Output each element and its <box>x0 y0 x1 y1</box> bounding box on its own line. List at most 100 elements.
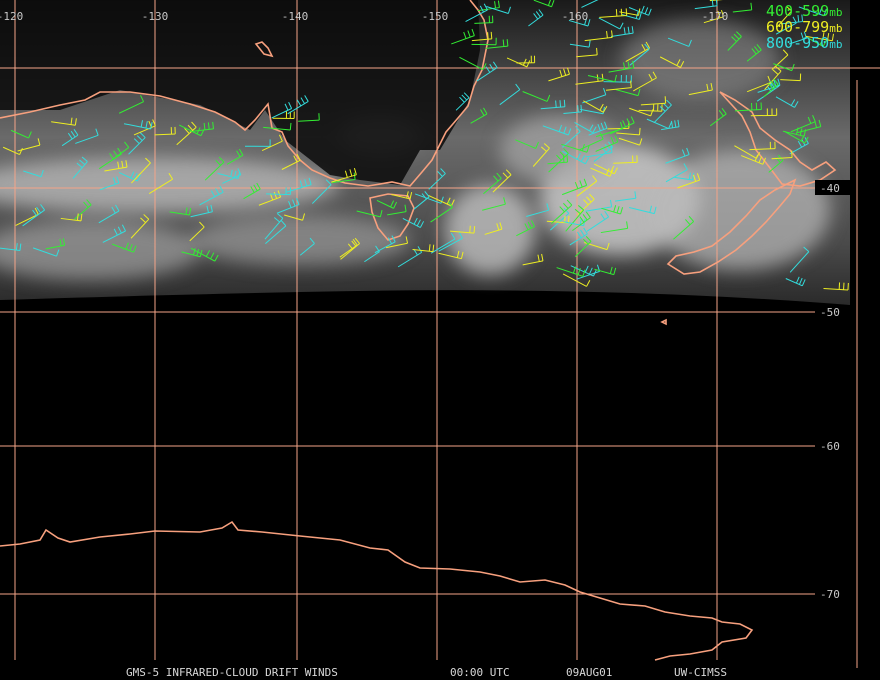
barb-tick <box>296 99 302 107</box>
barb-tick <box>133 245 137 253</box>
barb-tick <box>304 95 309 102</box>
barb-tick <box>203 122 206 130</box>
barb-tick <box>812 115 816 122</box>
barb-tick <box>577 267 581 275</box>
longitude-label: -120 <box>0 10 23 23</box>
barb-tick <box>79 159 86 165</box>
barb-tick <box>32 209 38 217</box>
wind-barb <box>263 126 291 131</box>
wind-barb <box>284 214 303 221</box>
barb-tick <box>583 199 589 206</box>
legend-unit: mb <box>829 6 842 19</box>
wind-barb <box>585 152 613 158</box>
wind-barb <box>775 22 797 35</box>
barb-tick <box>567 215 570 223</box>
barb-tick <box>59 238 62 246</box>
wind-barb <box>492 174 512 193</box>
barb-tick <box>751 48 757 55</box>
wind-barb <box>528 14 544 27</box>
barb-tick <box>502 39 505 47</box>
barb-tick <box>417 246 423 253</box>
barb-tick <box>205 250 211 257</box>
barb-tick <box>563 68 567 76</box>
barb-tick <box>300 97 305 104</box>
wind-barb <box>546 220 569 224</box>
wind-barb <box>455 97 470 111</box>
barb-tick <box>620 207 624 215</box>
barb-tick <box>606 242 610 250</box>
barb-tick <box>116 176 120 184</box>
barb-tick <box>831 33 834 41</box>
wind-barb <box>364 251 380 263</box>
barb-tick <box>637 88 641 96</box>
wind-barb <box>629 107 651 117</box>
barb-tick <box>210 190 216 198</box>
barb-tick <box>489 63 494 71</box>
barb-tick <box>40 169 44 177</box>
barb-tick <box>546 94 551 102</box>
barb-tick <box>404 204 407 212</box>
barb-tick <box>807 116 812 124</box>
barb-tick <box>526 60 531 68</box>
barb-tick <box>450 232 456 240</box>
barb-tick <box>185 207 188 215</box>
wind-barb <box>222 174 242 184</box>
wind-barb <box>734 145 757 159</box>
barb-tick <box>803 246 810 253</box>
wind-barb <box>199 191 224 206</box>
barb-tick <box>494 1 497 9</box>
barb-tick <box>791 63 795 71</box>
wind-barb <box>298 119 320 122</box>
barb-tick <box>233 170 237 178</box>
wind-barb <box>746 49 762 62</box>
wind-barb <box>578 138 604 151</box>
barb-tick <box>535 141 539 149</box>
barb-tick <box>582 213 588 221</box>
wind-barb <box>75 134 99 144</box>
barb-tick <box>718 110 724 117</box>
barb-tick <box>586 145 590 153</box>
barb-tick <box>136 174 141 182</box>
barb-tick <box>293 155 298 163</box>
wind-barb <box>387 211 407 216</box>
wind-barb <box>486 6 509 14</box>
barb-tick <box>580 104 583 112</box>
barb-tick <box>302 213 306 221</box>
barb-tick <box>652 71 657 79</box>
wind-barb <box>569 43 590 48</box>
wind-barb <box>562 273 587 287</box>
barb-tick <box>497 0 500 8</box>
wind-barb <box>580 108 604 115</box>
wind-barb <box>773 63 792 72</box>
barb-tick <box>424 191 430 198</box>
barb-tick <box>604 121 608 129</box>
barb-tick <box>458 231 463 239</box>
barb-tick <box>432 244 435 252</box>
latitude-labels: -40 -50 -60 -70 <box>815 180 855 601</box>
barb-tick <box>583 178 588 186</box>
barb-tick <box>280 220 287 227</box>
barb-tick <box>121 224 126 232</box>
wind-barb <box>614 197 636 202</box>
barb-tick <box>215 159 221 166</box>
wind-barb <box>581 0 599 8</box>
barb-tick <box>527 221 532 229</box>
barb-tick <box>292 199 296 207</box>
longitude-labels: -120 -130 -140 -150 -160 -170 <box>0 10 728 23</box>
barb-tick <box>782 49 789 56</box>
barb-tick <box>237 171 241 179</box>
barb-tick <box>602 105 608 113</box>
wind-barb <box>72 161 88 179</box>
barb-tick <box>562 155 565 163</box>
barb-tick <box>460 251 464 259</box>
barb-tick <box>140 120 143 128</box>
legend-range: 800-950 <box>766 34 829 52</box>
barb-tick <box>563 126 567 134</box>
legend-unit: mb <box>829 38 842 51</box>
barb-tick <box>822 40 827 47</box>
barb-tick <box>117 147 122 155</box>
wind-barb <box>10 129 29 139</box>
wind-barb <box>576 270 600 280</box>
barb-tick <box>124 141 130 148</box>
